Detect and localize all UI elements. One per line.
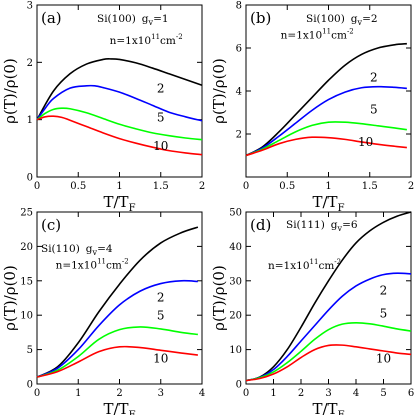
y-tick-label: 15 [20,276,33,287]
series-line [245,136,407,157]
y-tick-label: 0 [27,173,33,184]
x-tick-label: 0 [243,181,249,192]
series-label: 2 [157,290,165,304]
series-line [36,58,203,121]
x-tick-label: 1.5 [153,181,169,192]
series-label: 5 [157,308,165,322]
y-tick-label: 20 [20,242,33,253]
density-label: n=1x1011cm-2 [56,257,129,271]
x-tick-label: 2 [116,388,122,399]
y-tick-label: 30 [229,276,242,287]
x-tick-label: 2 [408,181,414,192]
y-tick-label: 4 [236,87,242,98]
x-tick-label: 1 [270,388,276,399]
y-tick-label: 10 [20,311,33,322]
series-label: 5 [157,110,165,124]
series-line [245,321,412,382]
y-tick-label: 5 [27,345,33,356]
series-label: 10 [153,139,168,153]
y-tick-label: 1 [27,115,33,126]
panel-letter: (a) [41,9,62,27]
y-tick-label: 2 [27,58,33,69]
x-tick-label: 0 [34,388,40,399]
panel-letter: (c) [41,216,61,234]
series-line [36,107,203,141]
y-tick-label: 3 [27,1,33,12]
y-tick-label: 6 [236,44,242,55]
x-tick-label: 0.5 [279,181,295,192]
y-tick-label: 20 [229,311,242,322]
series-line [36,326,198,378]
y-tick-label: 0 [27,380,33,391]
series-line [36,345,198,378]
series-line [245,211,412,382]
material-label: Si(100) gv=1 [97,13,169,27]
series-line [245,85,407,157]
x-tick-label: 0 [34,181,40,192]
series-label: 10 [376,352,391,366]
panel-a: 0 0.5 1 1.5 2 0 1 2 3 2 5 10 (a) Si(100) gv=1 n=1x1011c… [1,1,205,215]
x-tick-label: 1.5 [362,181,378,192]
series-label: 2 [370,70,378,84]
series-label: 5 [380,307,388,321]
y-tick-label: 2 [236,130,242,141]
density-label: n=1x1011cm-2 [110,33,183,47]
x-axis-title: T/TF [312,193,344,214]
series-label: 2 [380,284,388,298]
y-tick-label: 25 [20,208,33,219]
y-axis-title: ρ(T)/ρ(0) [1,265,19,331]
x-axis-title: T/TF [103,400,135,415]
series-line [245,121,407,157]
x-tick-label: 4 [199,388,205,399]
x-tick-label: 1 [325,181,331,192]
y-tick-label: 8 [236,1,242,12]
x-tick-label: 1 [116,181,122,192]
series-label: 10 [153,352,168,366]
material-label: Si(100) gv=2 [306,13,378,27]
x-tick-label: 2 [298,388,304,399]
series-line [245,344,412,382]
y-tick-label: 50 [229,208,242,219]
plot-frame [36,211,203,385]
y-tick-label: 10 [229,345,242,356]
x-tick-label: 2 [199,181,205,192]
series-label: 5 [370,103,378,117]
panel-letter: (d) [250,216,271,234]
series-line [245,42,407,157]
y-tick-label: 0 [236,380,242,391]
y-axis-title: ρ(T)/ρ(0) [210,58,228,124]
panel-letter: (b) [250,9,271,27]
y-axis-title: ρ(T)/ρ(0) [210,265,228,331]
x-tick-label: 5 [380,388,386,399]
density-label: n=1x1011cm-2 [281,27,354,41]
x-axis-title: T/TF [103,193,135,214]
series-line [36,279,198,378]
x-tick-label: 3 [325,388,331,399]
series-label: 10 [358,135,373,149]
panel-b: 0 0.5 1 1.5 2 2 4 6 8 2 5 10 (b) Si(100) gv=2n=1x1011c… [210,1,414,215]
material-label: Si(111) gv=6 [286,219,358,233]
x-axis-title: T/TF [312,400,344,415]
x-tick-label: 3 [158,388,164,399]
x-tick-label: 1 [75,388,81,399]
series-line [36,84,203,122]
y-tick-label: 40 [229,242,242,253]
series-line [36,226,199,378]
series-line [36,115,203,156]
material-label: Si(110) gv=4 [41,243,113,257]
density-label: n=1x1011cm-2 [268,258,341,272]
y-axis-title: ρ(T)/ρ(0) [1,58,19,124]
x-tick-label: 4 [353,388,359,399]
panel-d: 0 1 2 3 4 5 6 0 10 20 30 40 50 2 5 10 (d) Si(111) gv=6 n=1x… [210,208,414,415]
x-tick-label: 0.5 [70,181,86,192]
x-tick-label: 6 [408,388,414,399]
series-line [245,272,412,382]
series-label: 2 [157,82,165,96]
x-tick-label: 0 [243,388,249,399]
